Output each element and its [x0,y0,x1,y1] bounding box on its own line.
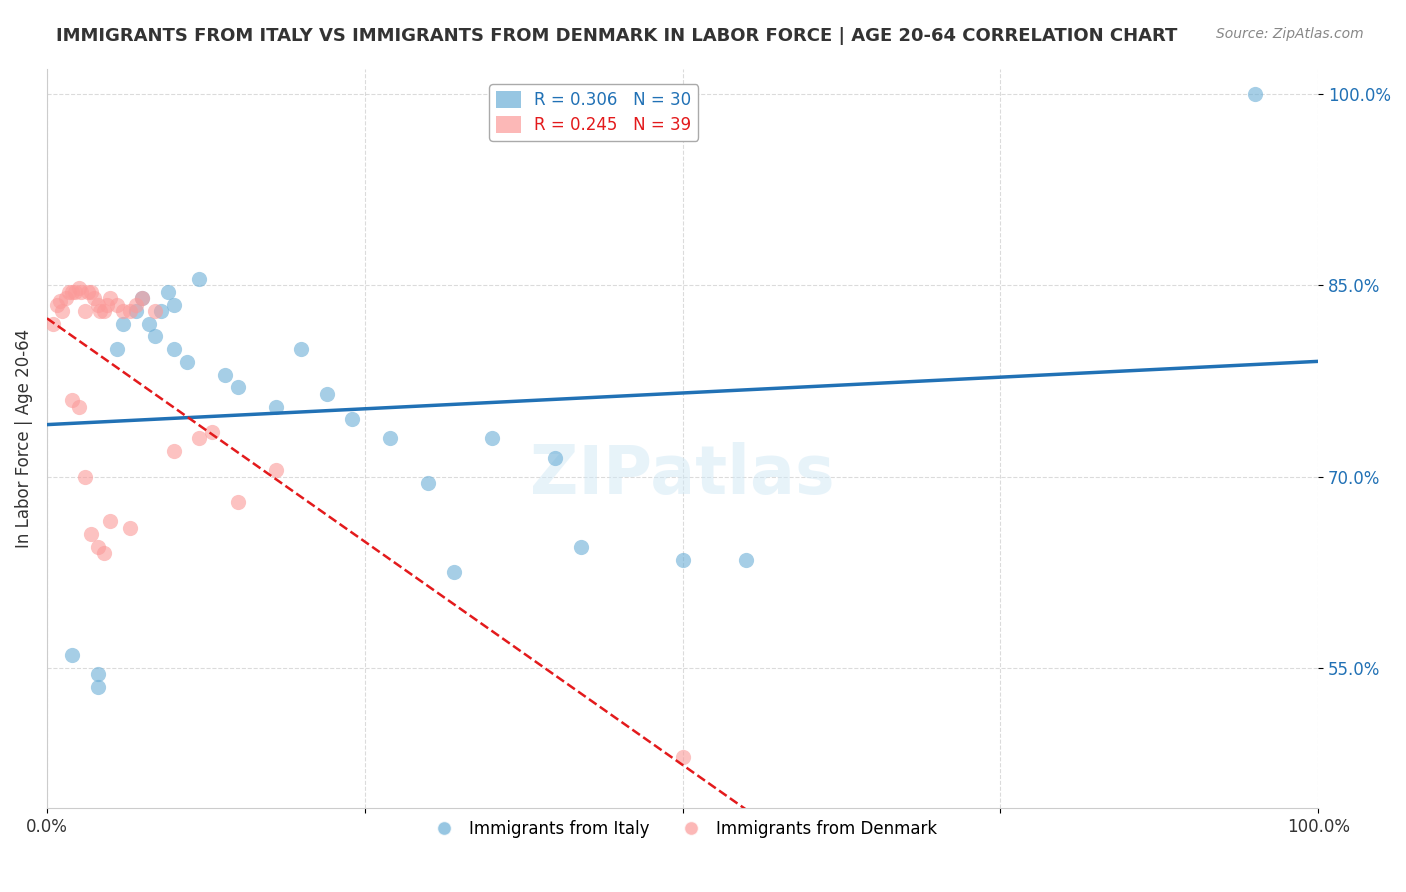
Text: ZIPatlas: ZIPatlas [530,442,835,508]
Point [418,476,440,491]
Point [378,432,401,446]
Point [201,425,224,439]
Point [569,540,592,554]
Point [156,285,179,299]
Point [76,285,98,299]
Point [481,432,503,446]
Point [83,291,105,305]
Point [48,293,70,308]
Point [60,285,83,299]
Point [80,527,103,541]
Point [100,291,122,305]
Point [671,750,693,764]
Point [1243,87,1265,101]
Point [58,285,80,299]
Point [87,540,110,554]
Point [118,304,141,318]
Point [60,648,83,663]
Point [105,297,128,311]
Point [42,317,65,331]
Point [100,515,122,529]
Point [87,667,110,681]
Point [671,552,693,566]
Point [67,400,90,414]
Point [96,297,118,311]
Point [131,291,153,305]
Point [188,432,211,446]
Point [226,495,249,509]
Point [118,521,141,535]
Point [87,680,110,694]
Point [93,304,115,318]
Point [80,285,103,299]
Point [60,393,83,408]
Point [150,304,173,318]
Text: IMMIGRANTS FROM ITALY VS IMMIGRANTS FROM DENMARK IN LABOR FORCE | AGE 20-64 CORR: IMMIGRANTS FROM ITALY VS IMMIGRANTS FROM… [56,27,1178,45]
Point [443,566,465,580]
Point [143,329,166,343]
Point [89,304,111,318]
Point [226,380,249,394]
Point [125,297,148,311]
Point [290,342,312,356]
Point [315,387,337,401]
Point [163,297,186,311]
Point [55,291,77,305]
Point [163,444,186,458]
Point [125,304,148,318]
Point [67,281,90,295]
Point [93,546,115,560]
Point [73,304,96,318]
Text: Source: ZipAtlas.com: Source: ZipAtlas.com [1216,27,1364,41]
Point [143,304,166,318]
Point [163,342,186,356]
Point [63,285,86,299]
Point [735,552,758,566]
Point [138,317,160,331]
Legend: Immigrants from Italy, Immigrants from Denmark: Immigrants from Italy, Immigrants from D… [420,814,945,845]
Point [544,450,567,465]
Point [264,400,287,414]
Point [73,469,96,483]
Point [112,304,135,318]
Point [214,368,236,382]
Point [46,297,69,311]
Point [340,412,363,426]
Point [188,272,211,286]
Point [51,304,73,318]
Point [264,463,287,477]
Point [176,355,198,369]
Point [105,342,128,356]
Point [112,317,135,331]
Point [70,285,93,299]
Point [87,297,110,311]
Point [131,291,153,305]
Y-axis label: In Labor Force | Age 20-64: In Labor Force | Age 20-64 [15,329,32,548]
